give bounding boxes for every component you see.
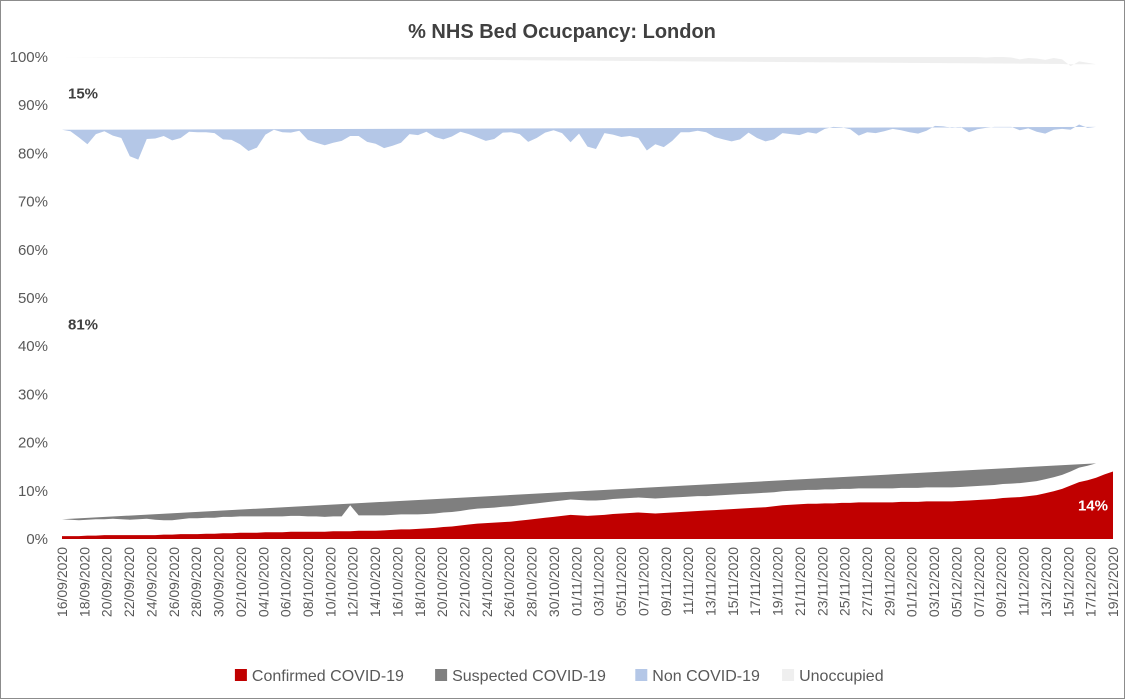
x-tick-label: 05/12/2020	[948, 547, 964, 617]
x-tick-label: 26/10/2020	[501, 547, 517, 617]
x-tick-label: 18/09/2020	[76, 547, 92, 617]
y-tick-label: 60%	[18, 242, 48, 259]
x-tick-label: 27/11/2020	[859, 547, 875, 616]
data-label-non-covid-19: 68%	[1078, 0, 1108, 4]
x-tick-label: 17/12/2020	[1083, 547, 1099, 617]
area-non-covid-19	[62, 124, 1097, 160]
area-confirmed-covid-19	[62, 471, 1113, 539]
data-label-suspected-covid-19: 3%	[1086, 0, 1108, 4]
x-tick-label: 24/10/2020	[479, 547, 495, 617]
legend-label-non-covid-19: Non COVID-19	[652, 668, 760, 685]
y-axis: 0% 10% 20% 30% 40% 50% 60% 70% 80% 90% 100%	[10, 49, 48, 548]
y-tick-label: 30%	[18, 386, 48, 403]
x-tick-label: 01/12/2020	[904, 547, 920, 617]
x-tick-label: 16/09/2020	[54, 547, 70, 617]
x-tick-label: 08/10/2020	[300, 547, 316, 617]
legend-label-suspected-covid-19: Suspected COVID-19	[452, 668, 606, 685]
y-tick-label: 70%	[18, 194, 48, 211]
data-labels: 15% 15% 81% 68%3% 14%	[68, 0, 1108, 514]
x-tick-label: 19/12/2020	[1105, 547, 1121, 617]
y-tick-label: 80%	[18, 145, 48, 162]
legend-label-unoccupied: Unoccupied	[799, 668, 884, 685]
x-tick-label: 19/11/2020	[770, 547, 786, 616]
legend-swatch-suspected-covid-19	[435, 669, 448, 681]
data-label-unoccupied: 15%	[68, 85, 98, 102]
area-unoccupied	[62, 57, 1097, 67]
x-tick-label: 07/11/2020	[635, 547, 651, 616]
x-tick-label: 28/09/2020	[188, 547, 204, 617]
legend-swatch-non-covid-19	[635, 669, 648, 681]
x-tick-label: 14/10/2020	[367, 547, 383, 617]
chart-title: % NHS Bed Ocucpancy: London	[408, 21, 716, 43]
data-label-unoccupied: 15%	[1078, 0, 1108, 4]
x-tick-label: 20/09/2020	[99, 547, 115, 617]
x-tick-label: 03/11/2020	[591, 547, 607, 616]
x-tick-label: 30/10/2020	[546, 547, 562, 617]
x-tick-label: 18/10/2020	[412, 547, 428, 617]
x-tick-label: 24/09/2020	[143, 547, 159, 617]
y-tick-label: 100%	[10, 49, 48, 66]
x-tick-label: 02/10/2020	[233, 547, 249, 617]
x-tick-label: 28/10/2020	[524, 547, 540, 617]
x-tick-label: 22/10/2020	[457, 547, 473, 617]
legend-label-confirmed-covid-19: Confirmed COVID-19	[252, 668, 404, 685]
y-tick-label: 20%	[18, 435, 48, 452]
x-tick-label: 09/11/2020	[658, 547, 674, 616]
area-suspected-covid-19	[62, 463, 1097, 521]
x-tick-label: 04/10/2020	[255, 547, 271, 617]
x-tick-label: 23/11/2020	[814, 547, 830, 616]
y-tick-label: 50%	[18, 290, 48, 307]
legend-swatch-confirmed-covid-19	[234, 669, 247, 681]
y-tick-label: 0%	[26, 531, 48, 548]
y-tick-label: 10%	[18, 483, 48, 500]
x-tick-label: 22/09/2020	[121, 547, 137, 617]
x-tick-label: 29/11/2020	[881, 547, 897, 616]
data-label-non-covid-19: 81%	[68, 317, 98, 334]
x-tick-label: 25/11/2020	[837, 547, 853, 616]
x-tick-label: 07/12/2020	[971, 547, 987, 617]
data-label-confirmed-covid-19: 14%	[1078, 497, 1108, 514]
x-tick-label: 01/11/2020	[568, 547, 584, 616]
x-tick-label: 30/09/2020	[211, 547, 227, 617]
y-tick-label: 90%	[18, 97, 48, 114]
x-tick-label: 13/11/2020	[702, 547, 718, 616]
x-axis: 16/09/2020 18/09/2020 20/09/2020 22/09/2020…	[54, 547, 1121, 617]
x-tick-label: 15/11/2020	[725, 547, 741, 616]
x-tick-label: 15/12/2020	[1060, 547, 1076, 617]
x-tick-label: 06/10/2020	[278, 547, 294, 617]
x-tick-label: 09/12/2020	[993, 547, 1009, 617]
x-tick-label: 05/11/2020	[613, 547, 629, 616]
x-tick-label: 11/12/2020	[1016, 547, 1032, 616]
x-tick-label: 26/09/2020	[166, 547, 182, 617]
x-tick-label: 21/11/2020	[792, 547, 808, 616]
x-tick-label: 13/12/2020	[1038, 547, 1054, 617]
x-tick-label: 12/10/2020	[345, 547, 361, 617]
x-tick-label: 03/12/2020	[926, 547, 942, 617]
y-tick-label: 40%	[18, 338, 48, 355]
legend: Confirmed COVID-19 Suspected COVID-19 Non …	[234, 668, 884, 685]
x-tick-label: 17/11/2020	[747, 547, 763, 616]
legend-swatch-unoccupied	[782, 669, 795, 681]
x-tick-label: 20/10/2020	[434, 547, 450, 617]
x-tick-label: 10/10/2020	[322, 547, 338, 617]
x-tick-label: 16/10/2020	[389, 547, 405, 617]
plot-area	[62, 57, 1113, 539]
x-tick-label: 11/11/2020	[680, 547, 696, 615]
